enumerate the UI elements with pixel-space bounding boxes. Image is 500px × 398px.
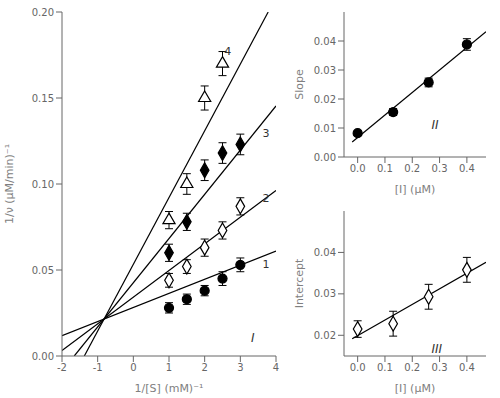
svg-text:0.0: 0.0 bbox=[350, 163, 366, 174]
svg-text:Slope: Slope bbox=[293, 69, 306, 100]
svg-text:[I] (μM): [I] (μM) bbox=[395, 183, 435, 196]
svg-text:0.20: 0.20 bbox=[32, 7, 54, 18]
svg-text:0.00: 0.00 bbox=[314, 152, 336, 163]
svg-text:II: II bbox=[431, 118, 439, 132]
svg-text:0.02: 0.02 bbox=[314, 94, 336, 105]
svg-text:0.15: 0.15 bbox=[32, 93, 54, 104]
svg-text:0.00: 0.00 bbox=[32, 351, 54, 362]
svg-text:0: 0 bbox=[130, 362, 136, 373]
svg-text:-2: -2 bbox=[57, 362, 67, 373]
svg-text:2: 2 bbox=[201, 362, 207, 373]
svg-text:4: 4 bbox=[224, 45, 231, 58]
svg-text:3: 3 bbox=[237, 362, 243, 373]
svg-text:Intercept: Intercept bbox=[293, 258, 306, 308]
svg-text:0.03: 0.03 bbox=[314, 288, 336, 299]
svg-text:4: 4 bbox=[273, 362, 279, 373]
svg-text:0.03: 0.03 bbox=[314, 65, 336, 76]
svg-text:3: 3 bbox=[262, 127, 269, 140]
svg-text:0.1: 0.1 bbox=[377, 362, 393, 373]
svg-text:0.04: 0.04 bbox=[314, 36, 336, 47]
svg-text:III: III bbox=[431, 342, 442, 356]
svg-text:2: 2 bbox=[262, 192, 269, 205]
svg-text:I: I bbox=[251, 331, 255, 345]
svg-text:0.01: 0.01 bbox=[314, 123, 336, 134]
svg-text:0.04: 0.04 bbox=[314, 247, 336, 258]
svg-text:0.1: 0.1 bbox=[377, 163, 393, 174]
svg-text:0.10: 0.10 bbox=[32, 179, 54, 190]
svg-text:1: 1 bbox=[166, 362, 172, 373]
svg-text:1/[S] (mM)⁻¹: 1/[S] (mM)⁻¹ bbox=[135, 382, 204, 395]
svg-text:0.4: 0.4 bbox=[459, 163, 475, 174]
svg-text:0.2: 0.2 bbox=[404, 362, 420, 373]
svg-text:0.3: 0.3 bbox=[432, 362, 448, 373]
svg-text:[I] (μM): [I] (μM) bbox=[395, 382, 435, 395]
svg-text:0.05: 0.05 bbox=[32, 265, 54, 276]
svg-text:-1: -1 bbox=[93, 362, 103, 373]
svg-text:0.2: 0.2 bbox=[404, 163, 420, 174]
svg-text:0.4: 0.4 bbox=[459, 362, 475, 373]
svg-text:0.3: 0.3 bbox=[432, 163, 448, 174]
svg-text:1: 1 bbox=[262, 258, 269, 271]
svg-text:1/ν (μM/min)⁻¹: 1/ν (μM/min)⁻¹ bbox=[8, 144, 16, 224]
svg-text:0.02: 0.02 bbox=[314, 330, 336, 341]
svg-text:0.0: 0.0 bbox=[350, 362, 366, 373]
